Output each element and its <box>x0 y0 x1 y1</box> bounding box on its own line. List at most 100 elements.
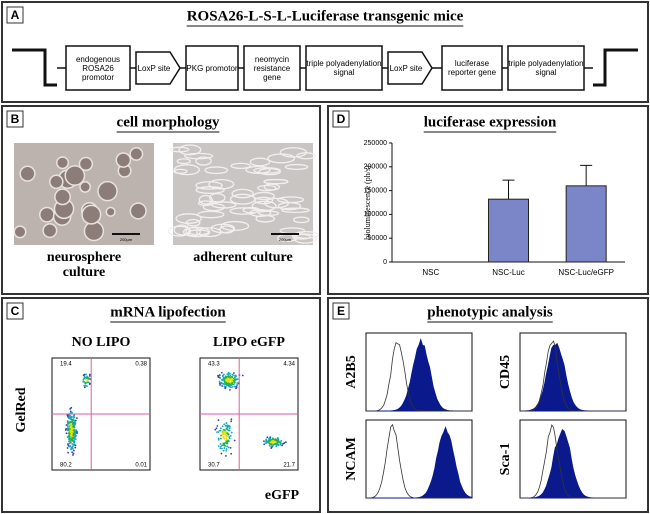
event-dot <box>219 442 222 445</box>
event-dot <box>219 427 222 430</box>
panel-label: D <box>337 112 346 126</box>
event-dot <box>223 423 226 426</box>
event-dot <box>232 383 235 386</box>
y-tick-label: 250000 <box>364 140 387 147</box>
event-dot <box>226 379 229 382</box>
event-dot <box>227 373 230 376</box>
event-dot <box>233 381 236 384</box>
event-dot <box>214 428 217 431</box>
event-dot <box>68 442 71 445</box>
event-dot <box>269 441 272 444</box>
marker-label: Sca-1 <box>498 443 513 476</box>
event-dot <box>72 423 74 426</box>
micrograph: 200µm <box>13 143 154 245</box>
panel-title: mRNA lipofection <box>110 304 226 320</box>
event-dot <box>230 431 233 434</box>
event-dot <box>67 424 69 427</box>
event-dot <box>229 388 231 391</box>
plot-title: NO LIPO <box>72 335 131 350</box>
event-dot <box>224 386 227 389</box>
sphere <box>64 165 86 186</box>
event-dot <box>220 434 222 437</box>
event-dot <box>231 386 234 388</box>
cell <box>173 164 200 176</box>
event-dot <box>225 438 228 441</box>
event-dot <box>66 447 69 449</box>
panel-frame <box>327 297 649 513</box>
event-dot <box>68 433 71 435</box>
event-dot <box>278 441 281 444</box>
quadrant-value: 21.7 <box>283 463 295 469</box>
event-dot <box>73 420 76 423</box>
event-dot <box>222 442 225 445</box>
event-dot <box>71 419 74 421</box>
panel-label-box <box>332 110 350 128</box>
x-axis-label: eGFP <box>265 488 300 503</box>
event-dot <box>222 375 224 378</box>
event-dot <box>236 382 239 384</box>
event-dot <box>227 424 230 427</box>
event-dot <box>228 378 231 381</box>
event-dot <box>68 415 71 418</box>
event-dot <box>216 425 219 427</box>
event-dot <box>230 382 233 385</box>
event-dot <box>217 419 220 422</box>
gene-box <box>305 45 383 91</box>
bracket <box>12 48 57 87</box>
event-dot <box>225 376 227 379</box>
event-dot <box>232 372 235 374</box>
cell <box>249 209 272 218</box>
event-dot <box>217 438 220 441</box>
panel-label: C <box>11 304 20 318</box>
sphere <box>129 146 144 161</box>
event-dot <box>221 433 224 436</box>
loxp-arrow <box>387 51 433 85</box>
scale-label: 200µm <box>279 237 292 242</box>
panel-title: cell morphology <box>117 114 220 130</box>
event-dot <box>219 447 222 450</box>
event-dot <box>67 451 70 454</box>
x-tick-label: NSC <box>422 268 439 277</box>
event-dot <box>234 379 237 381</box>
event-dot <box>280 440 283 442</box>
cell <box>251 200 277 212</box>
event-dot <box>220 371 223 374</box>
quadrant-value: 0.01 <box>135 463 147 469</box>
cell <box>220 220 250 231</box>
cell <box>263 178 289 185</box>
event-dot <box>223 376 226 379</box>
cell <box>202 203 226 212</box>
sphere <box>55 156 70 170</box>
event-dot <box>225 422 228 424</box>
cell <box>292 216 310 224</box>
event-dot <box>68 417 71 420</box>
bracket <box>593 48 638 87</box>
scale-label: 200µm <box>120 237 133 242</box>
event-dot <box>221 432 224 434</box>
element-label: triple polyadenylation signal <box>508 59 584 77</box>
event-dot <box>218 380 221 383</box>
marker-label: A2B5 <box>344 355 359 388</box>
event-dot <box>228 382 230 385</box>
event-dot <box>88 373 91 376</box>
event-dot <box>273 440 276 443</box>
cell <box>284 163 309 171</box>
sphere <box>129 202 147 220</box>
quadrant-value: 80.2 <box>60 463 72 469</box>
event-dot <box>224 429 227 432</box>
cell <box>182 226 211 238</box>
cell <box>169 146 190 153</box>
event-dot <box>69 441 72 444</box>
event-dot <box>72 425 74 428</box>
event-dot <box>73 438 76 440</box>
cell <box>178 144 202 156</box>
event-dot <box>224 375 227 378</box>
event-dot <box>225 449 228 452</box>
panel-label-box <box>332 302 350 320</box>
event-dot <box>89 382 91 385</box>
event-dot <box>230 452 233 455</box>
event-dot <box>88 375 91 377</box>
event-dot <box>229 376 232 379</box>
gene-box <box>65 45 131 91</box>
